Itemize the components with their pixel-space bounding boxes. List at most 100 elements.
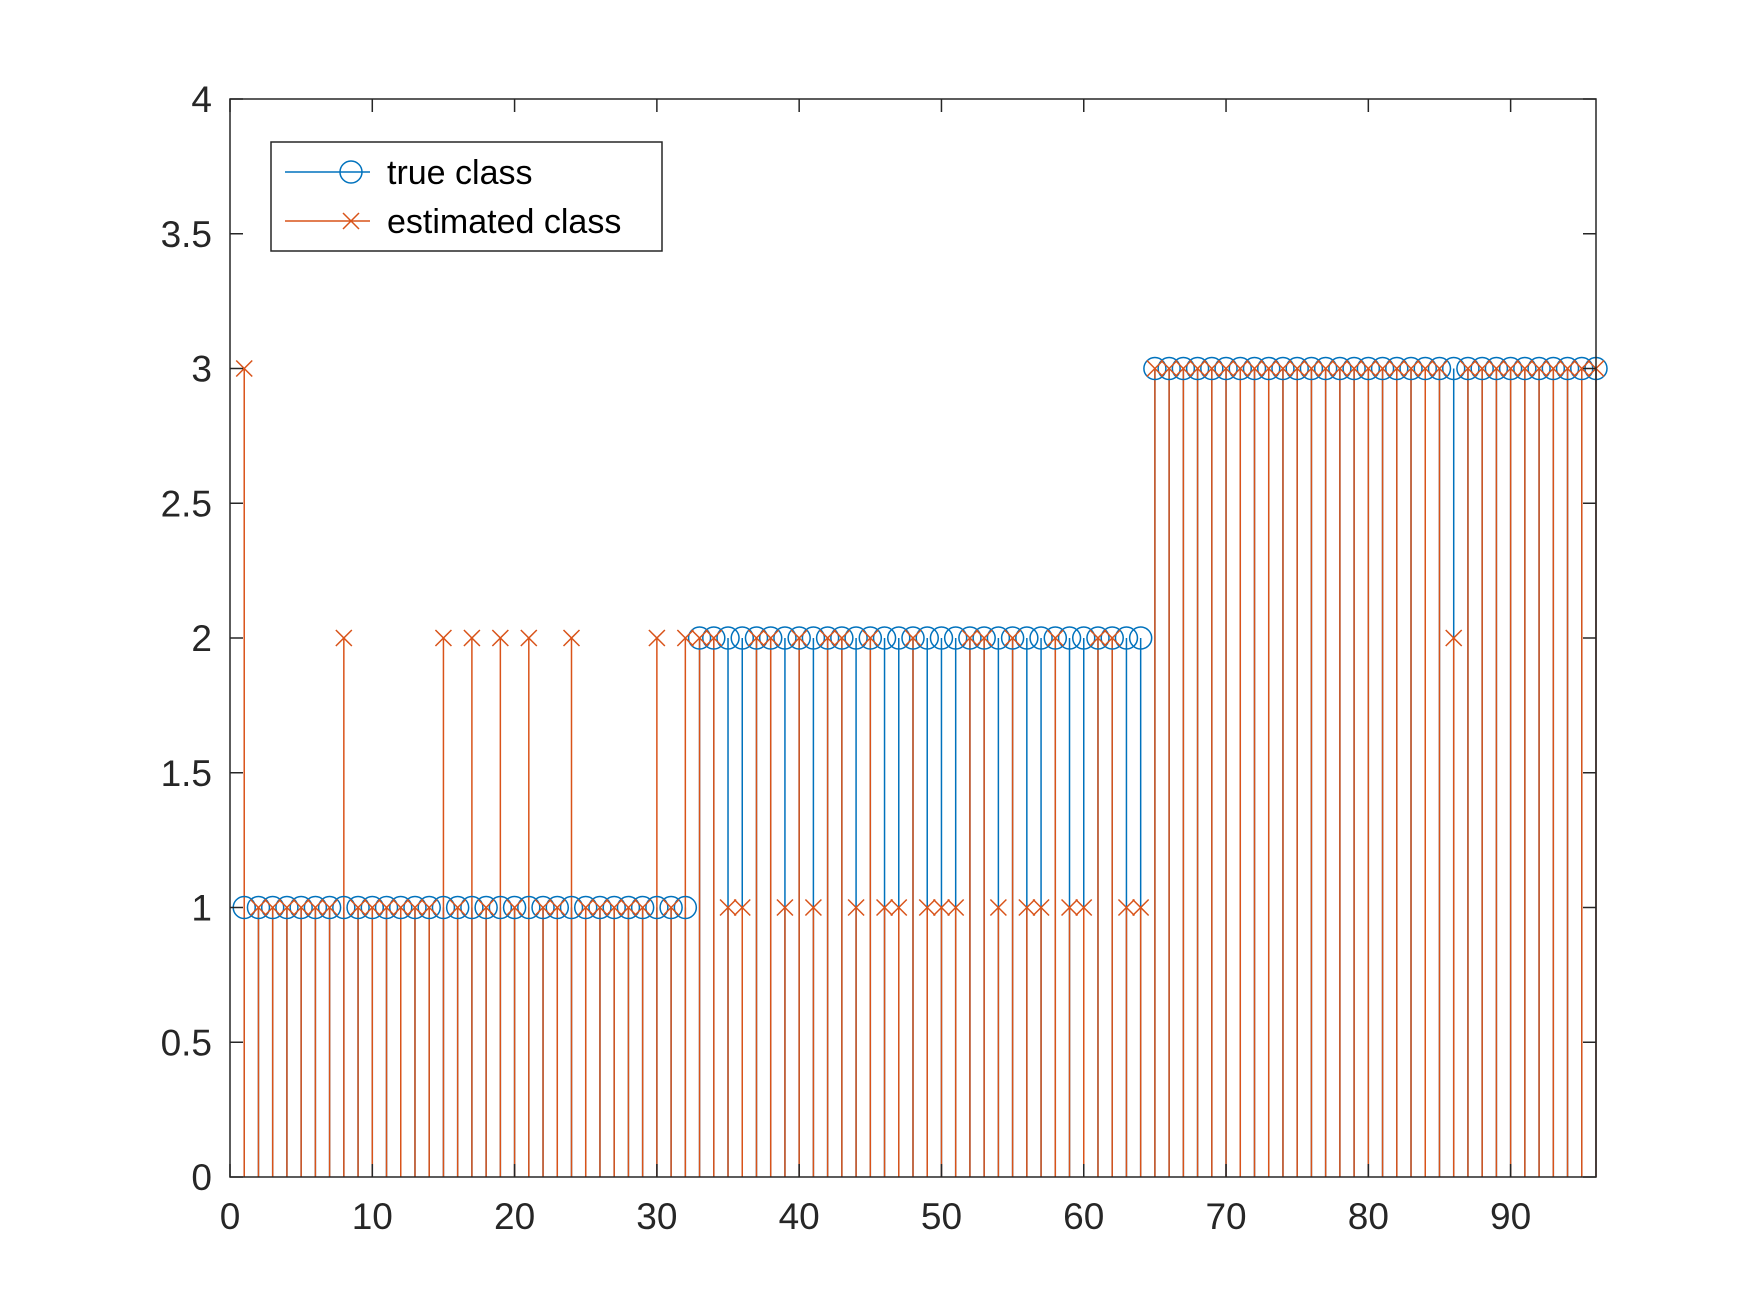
estimated-class-marker [1245,359,1264,378]
estimated-class-marker [1359,359,1377,378]
true-class-marker [1385,356,1409,381]
true-class-marker [630,895,655,920]
estimated-class-marker [1445,629,1463,647]
true-class-marker [702,626,726,650]
true-class-marker [929,626,954,650]
estimated-class-marker [1459,359,1477,378]
estimated-class-marker [804,898,822,917]
true-class-marker [545,895,570,920]
estimated-class-marker [1530,359,1548,378]
estimated-class-marker [876,898,894,917]
y-tick-label: 2.5 [161,483,212,524]
estimated-class-marker [306,898,324,917]
true-class-marker [645,895,669,920]
legend-true-class-label: true class [387,154,533,192]
true-class-marker [901,626,925,650]
estimated-class-marker [548,898,566,917]
true-class-marker [275,895,299,920]
estimated-class-marker [477,898,495,917]
true-class-marker [303,895,328,920]
estimated-class-marker [1331,359,1349,378]
y-tick-label: 0.5 [161,1022,212,1063]
estimated-class-marker [1302,359,1320,378]
legend-box [270,141,663,252]
estimated-class-marker [819,629,837,647]
x-tick-label: 30 [636,1196,677,1237]
estimated-class-marker [1046,629,1064,647]
ticks-layer [229,98,1596,1178]
tick-labels-layer: 0 10 20 30 40 50 60 70 80 90 0 0.5 1 1.5 2 2.5 3 3.5 4 [161,79,1532,1237]
estimated-class-marker [1288,359,1306,378]
estimated-class-marker [634,898,652,917]
true-class-marker [1072,626,1096,650]
estimated-class-marker [932,898,950,917]
estimated-class-marker [1146,359,1164,378]
estimated-class-marker [1317,359,1335,378]
estimated-class-marker [235,359,253,378]
legend-true-class-circle-icon [339,160,363,184]
true-class-marker [332,895,356,920]
true-class-marker [573,895,598,920]
true-class-marker [1555,356,1580,381]
estimated-class-marker [1089,629,1107,647]
true-class-marker [1000,626,1025,650]
true-class-marker [787,626,811,650]
true-class-marker [360,895,385,920]
true-class-marker [431,895,456,920]
x-tick-label: 10 [352,1196,393,1237]
true-class-marker [588,895,612,920]
estimated-class-marker [1032,898,1050,917]
estimated-class-marker [904,629,922,647]
true-class-marker [346,895,370,920]
true-class-marker [943,626,968,650]
true-class-marker [730,626,754,650]
estimated-class-marker [648,629,666,647]
estimated-class-marker [377,898,396,917]
estimated-class-marker [363,898,381,917]
true-class-marker [815,626,840,650]
true-class-marker [1370,356,1395,381]
true-class-marker [1527,356,1551,381]
estimated-class-marker [1231,359,1249,378]
true-class-marker [1128,626,1153,650]
true-class-marker [374,895,399,920]
x-tick-label: 50 [921,1196,962,1237]
estimated-class-marker [1260,359,1278,378]
estimated-class-marker [733,898,751,917]
estimated-class-marker [1189,359,1207,378]
true-class-marker [1356,356,1381,381]
x-tick-label: 70 [1205,1196,1246,1237]
estimated-class-marker [1502,359,1520,378]
true-class-marker [1185,356,1210,381]
estimated-class-marker [1388,359,1406,378]
true-class-marker [317,895,342,920]
estimated-class-marker [1345,359,1363,378]
true-class-marker [1100,626,1124,650]
y-tick-label: 1.5 [161,753,212,794]
true-class-marker [1143,356,1167,381]
estimated-class-marker [989,898,1007,917]
legend-estimated-class-x-icon [342,212,360,230]
true-class-marker [246,895,271,920]
estimated-class-marker [1004,629,1022,647]
x-tick-label: 60 [1063,1196,1104,1237]
estimated-class-marker [1203,359,1221,378]
true-class-marker [403,895,427,920]
estimated-class-marker [833,629,851,647]
true-class-marker [1200,356,1224,381]
true-class-marker [1157,356,1181,381]
true-class-marker [1057,626,1082,650]
true-class-marker [887,626,911,650]
legend: true class estimated class [270,141,663,252]
estimated-class-marker [449,898,467,917]
estimated-class-marker [691,629,709,647]
true-class-marker [531,895,555,920]
estimated-class-marker [1374,359,1392,378]
estimated-class-marker [918,898,936,917]
true-class-marker [659,895,683,920]
x-tick-label: 20 [494,1196,535,1237]
markers-layer [232,356,1608,920]
estimated-class-marker [1075,898,1093,917]
estimated-class-marker [520,629,538,647]
estimated-class-marker [890,898,908,917]
